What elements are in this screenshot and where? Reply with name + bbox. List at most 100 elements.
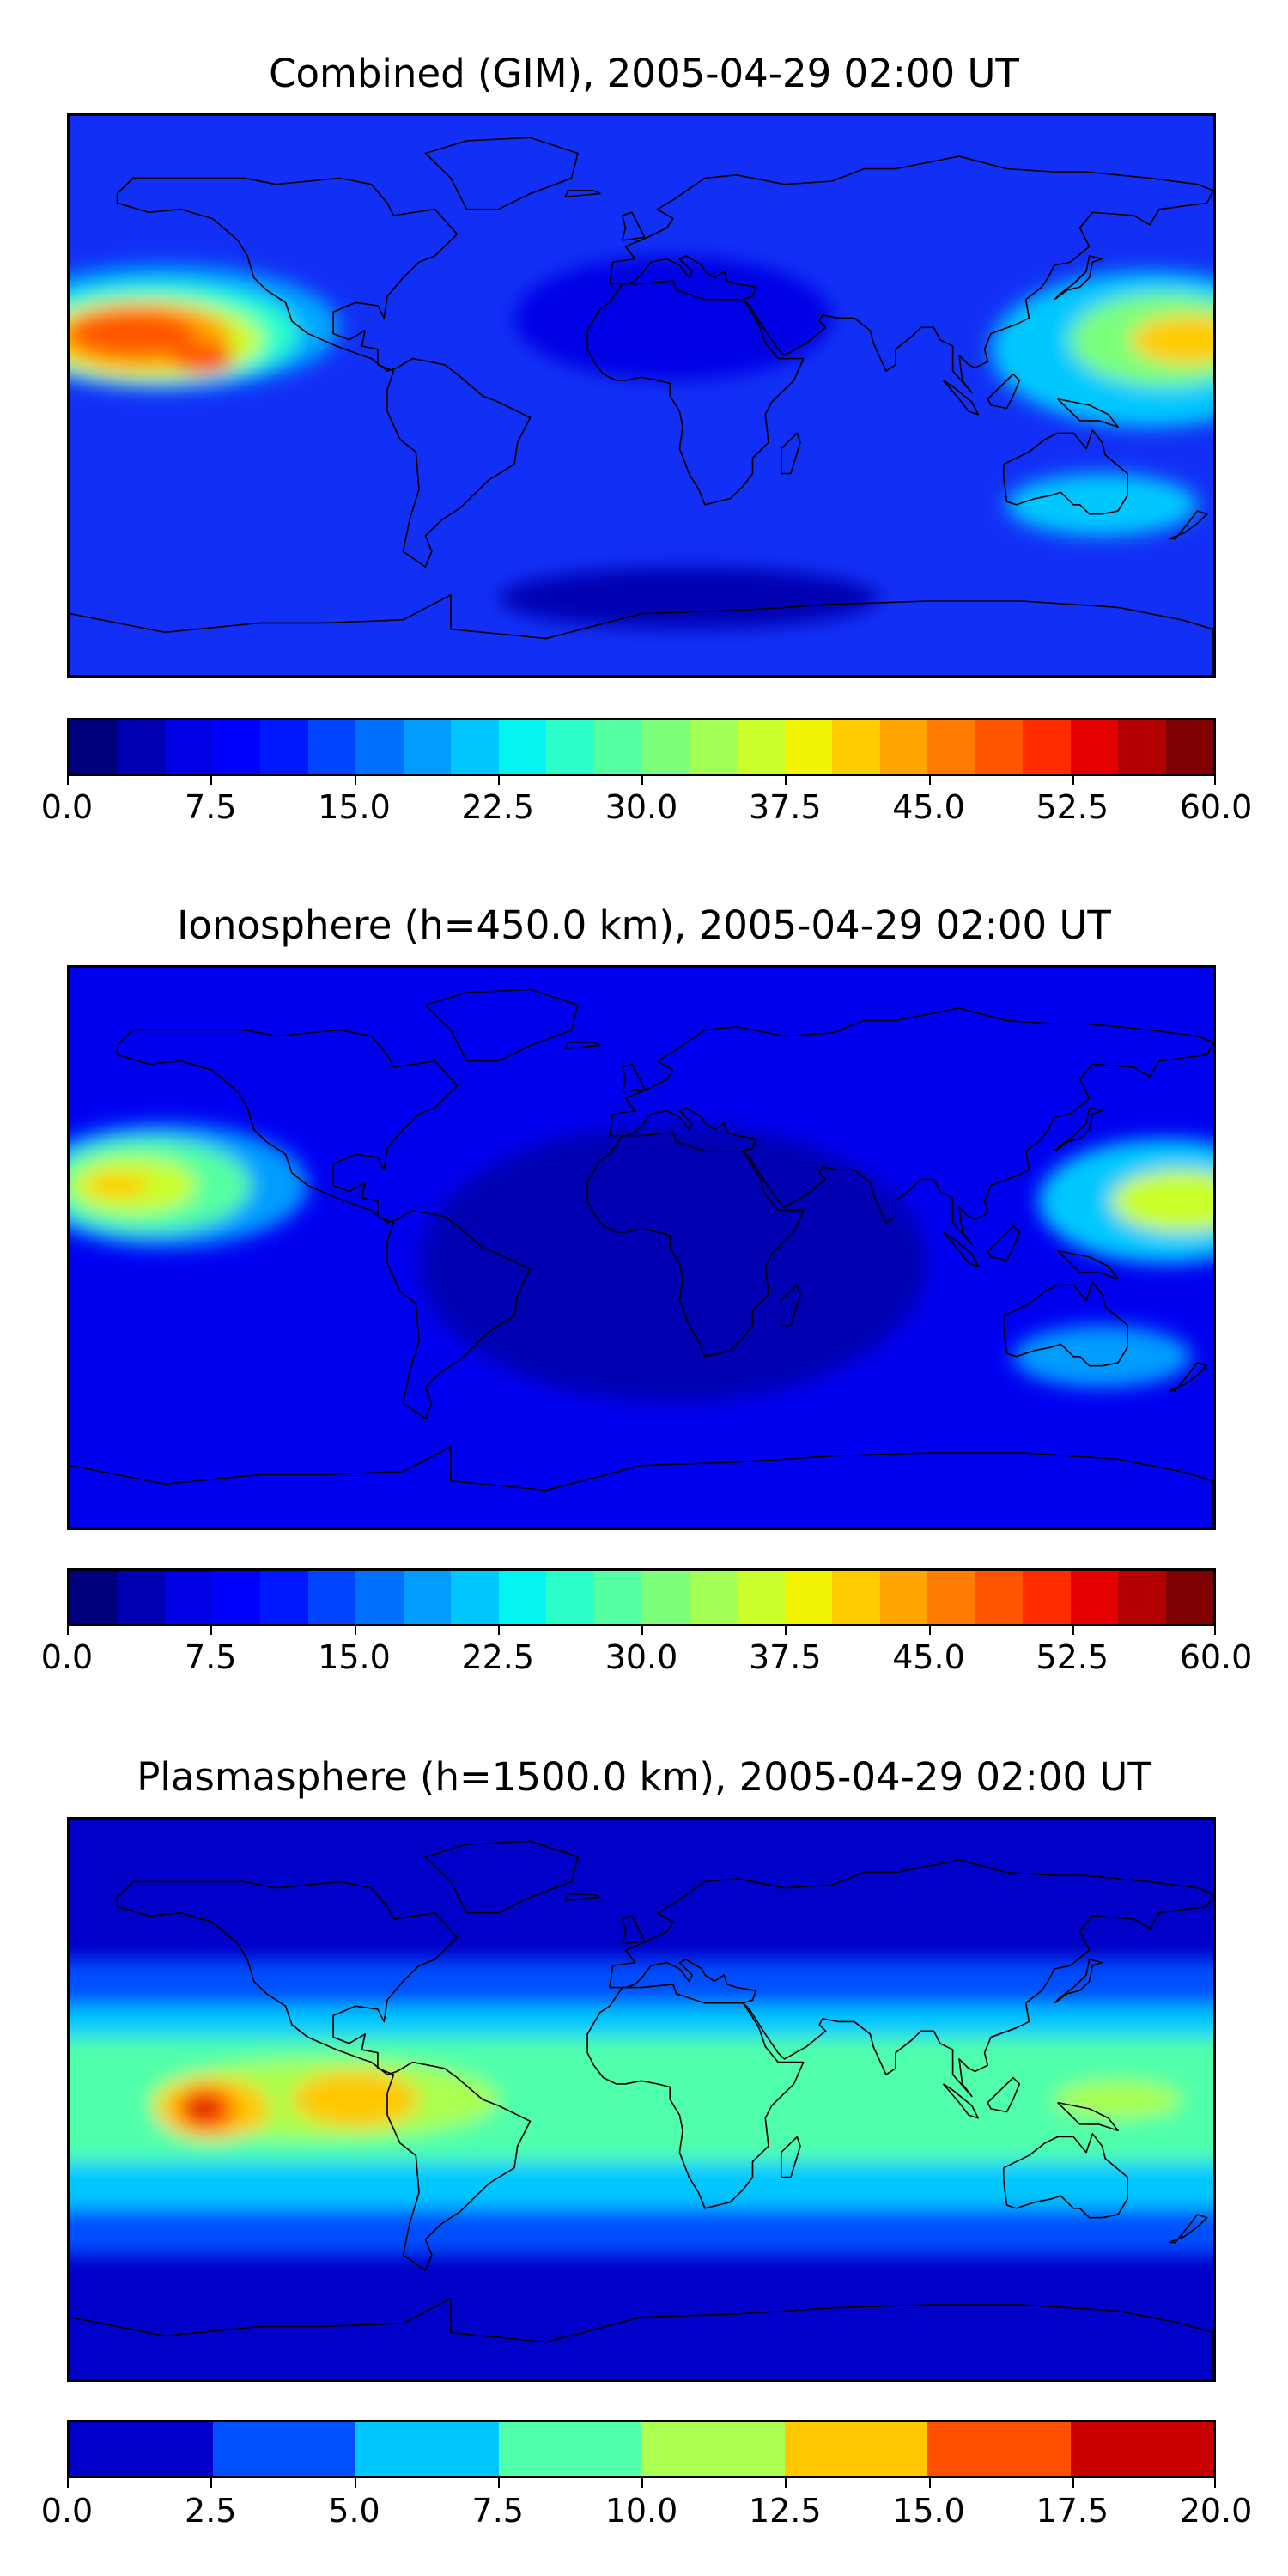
colorbar-segment: [1118, 1571, 1166, 1624]
field-layer: [70, 256, 1213, 629]
coastline: [987, 373, 1021, 410]
field-contour: [70, 312, 197, 355]
coastline: [116, 1029, 532, 1420]
colorbar-tick-label: 15.0: [318, 1638, 391, 1676]
coastline: [586, 280, 805, 506]
colorbar-tick: [210, 2478, 213, 2488]
coastline: [609, 1007, 1213, 1246]
map-svg-ionosphere: [70, 968, 1213, 1528]
colorbar-tick-label: 52.5: [1036, 788, 1109, 826]
colorbar-tick-label: 37.5: [748, 1638, 822, 1676]
colorbar-segment: [307, 1571, 355, 1624]
colorbar-segment: [1165, 1571, 1213, 1624]
coastlines: [70, 988, 1213, 1528]
colorbar-segment: [832, 720, 880, 774]
colorbar-tick-label: 60.0: [1179, 788, 1253, 826]
coastline: [1002, 2133, 1128, 2219]
colorbar-tick-label: 30.0: [605, 788, 678, 826]
coastline: [116, 177, 532, 568]
colorbar-tick-label: 52.5: [1036, 1638, 1109, 1676]
colorbar-segment: [641, 1571, 690, 1624]
colorbar-tick-label: 45.0: [892, 1638, 965, 1676]
colorbar-segment: [1118, 720, 1166, 774]
colorbar-segment: [689, 720, 737, 774]
field-contour: [85, 1173, 149, 1199]
colorbar-tick-label: 30.0: [605, 1638, 678, 1676]
colorbar-tick-label: 22.5: [461, 1638, 535, 1676]
colorbar-ticks-ionosphere: 0.0 7.5 15.0 22.5 30.0 37.5 45.0 52.5 60.0: [41, 1625, 1252, 1676]
coastline: [564, 1042, 601, 1049]
colorbar-segment: [165, 1571, 213, 1624]
coastline: [780, 432, 801, 475]
field-contour: [171, 343, 235, 374]
colorbar-tick-label: 0.0: [40, 2492, 94, 2530]
colorbar-segment: [927, 1571, 975, 1624]
colorbar-tick-label: 0.0: [40, 788, 94, 826]
coastline: [609, 1859, 1213, 2098]
coastline: [424, 988, 579, 1062]
colorbar-tick: [1214, 2478, 1216, 2488]
field-contour: [292, 2071, 419, 2128]
coastline: [70, 594, 1213, 676]
field-contour: [1012, 1325, 1192, 1388]
map-svg-plasmasphere: [70, 1820, 1213, 2379]
colorbar-tick-label: 37.5: [748, 788, 822, 826]
coastlines: [70, 1840, 1213, 2379]
colorbar-tick-label: 10.0: [605, 2492, 678, 2530]
colorbar-segment: [737, 1571, 785, 1624]
colorbar-tick: [1072, 1625, 1074, 1635]
coastline: [1168, 510, 1208, 540]
colorbar-tick: [785, 775, 787, 785]
colorbar-segment: [498, 1571, 546, 1624]
map-ionosphere: [67, 965, 1216, 1530]
colorbar-segment: [641, 720, 690, 774]
field-contour: [419, 1123, 927, 1404]
colorbar-tick-label: 5.0: [328, 2492, 380, 2530]
coastline: [116, 1880, 532, 2272]
colorbar-tick: [928, 1625, 931, 1635]
colorbar-segment: [212, 720, 260, 774]
colorbar-segment: [355, 1571, 404, 1624]
colorbar-tick-label: 7.5: [185, 1638, 237, 1676]
colorbar-segment: [1023, 1571, 1071, 1624]
colorbar-tick: [1214, 775, 1216, 785]
field-contour: [1054, 2081, 1182, 2118]
colorbar-tick: [785, 1625, 787, 1635]
colorbar-tick: [1214, 1625, 1216, 1635]
coastline: [1054, 1107, 1103, 1152]
colorbar-segment: [1070, 2422, 1213, 2476]
colorbar-tick: [67, 1625, 69, 1635]
colorbar-segment: [307, 720, 355, 774]
colorbar-plasmasphere: [67, 2420, 1216, 2478]
colorbar-tick: [497, 2478, 500, 2488]
colorbar-tick: [354, 2478, 356, 2488]
coastline: [987, 2076, 1021, 2113]
coastline: [564, 190, 601, 197]
coastline: [621, 1063, 646, 1093]
colorbar-segment: [593, 720, 641, 774]
colorbar-tick: [1072, 775, 1074, 785]
colorbar-segment: [927, 2422, 1071, 2476]
coastline: [1057, 398, 1119, 428]
coastline: [1002, 1281, 1128, 1367]
coastline: [621, 211, 646, 241]
colorbar-segment: [212, 1571, 260, 1624]
colorbar-segment: [498, 720, 546, 774]
colorbar-segment: [1023, 720, 1071, 774]
coastline: [609, 155, 1213, 394]
colorbar-segment: [975, 1571, 1023, 1624]
coastline: [942, 2083, 980, 2119]
colorbar-combined: [67, 718, 1216, 776]
colorbar-tick-label: 2.5: [185, 2492, 237, 2530]
colorbar-segment: [260, 1571, 308, 1624]
coastline: [1168, 1362, 1208, 1392]
colorbar-segment: [927, 720, 975, 774]
colorbar-tick: [354, 775, 356, 785]
colorbar-segment: [879, 1571, 927, 1624]
field-contour: [1111, 1170, 1213, 1232]
colorbar-tick-label: 7.5: [471, 2492, 524, 2530]
coastline: [987, 1224, 1021, 1261]
colorbar-tick: [497, 775, 500, 785]
colorbar-segment: [593, 1571, 641, 1624]
colorbar-tick-label: 15.0: [318, 788, 391, 826]
